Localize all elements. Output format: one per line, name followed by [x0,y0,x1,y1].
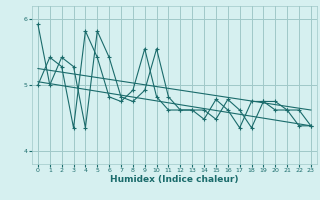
X-axis label: Humidex (Indice chaleur): Humidex (Indice chaleur) [110,175,239,184]
